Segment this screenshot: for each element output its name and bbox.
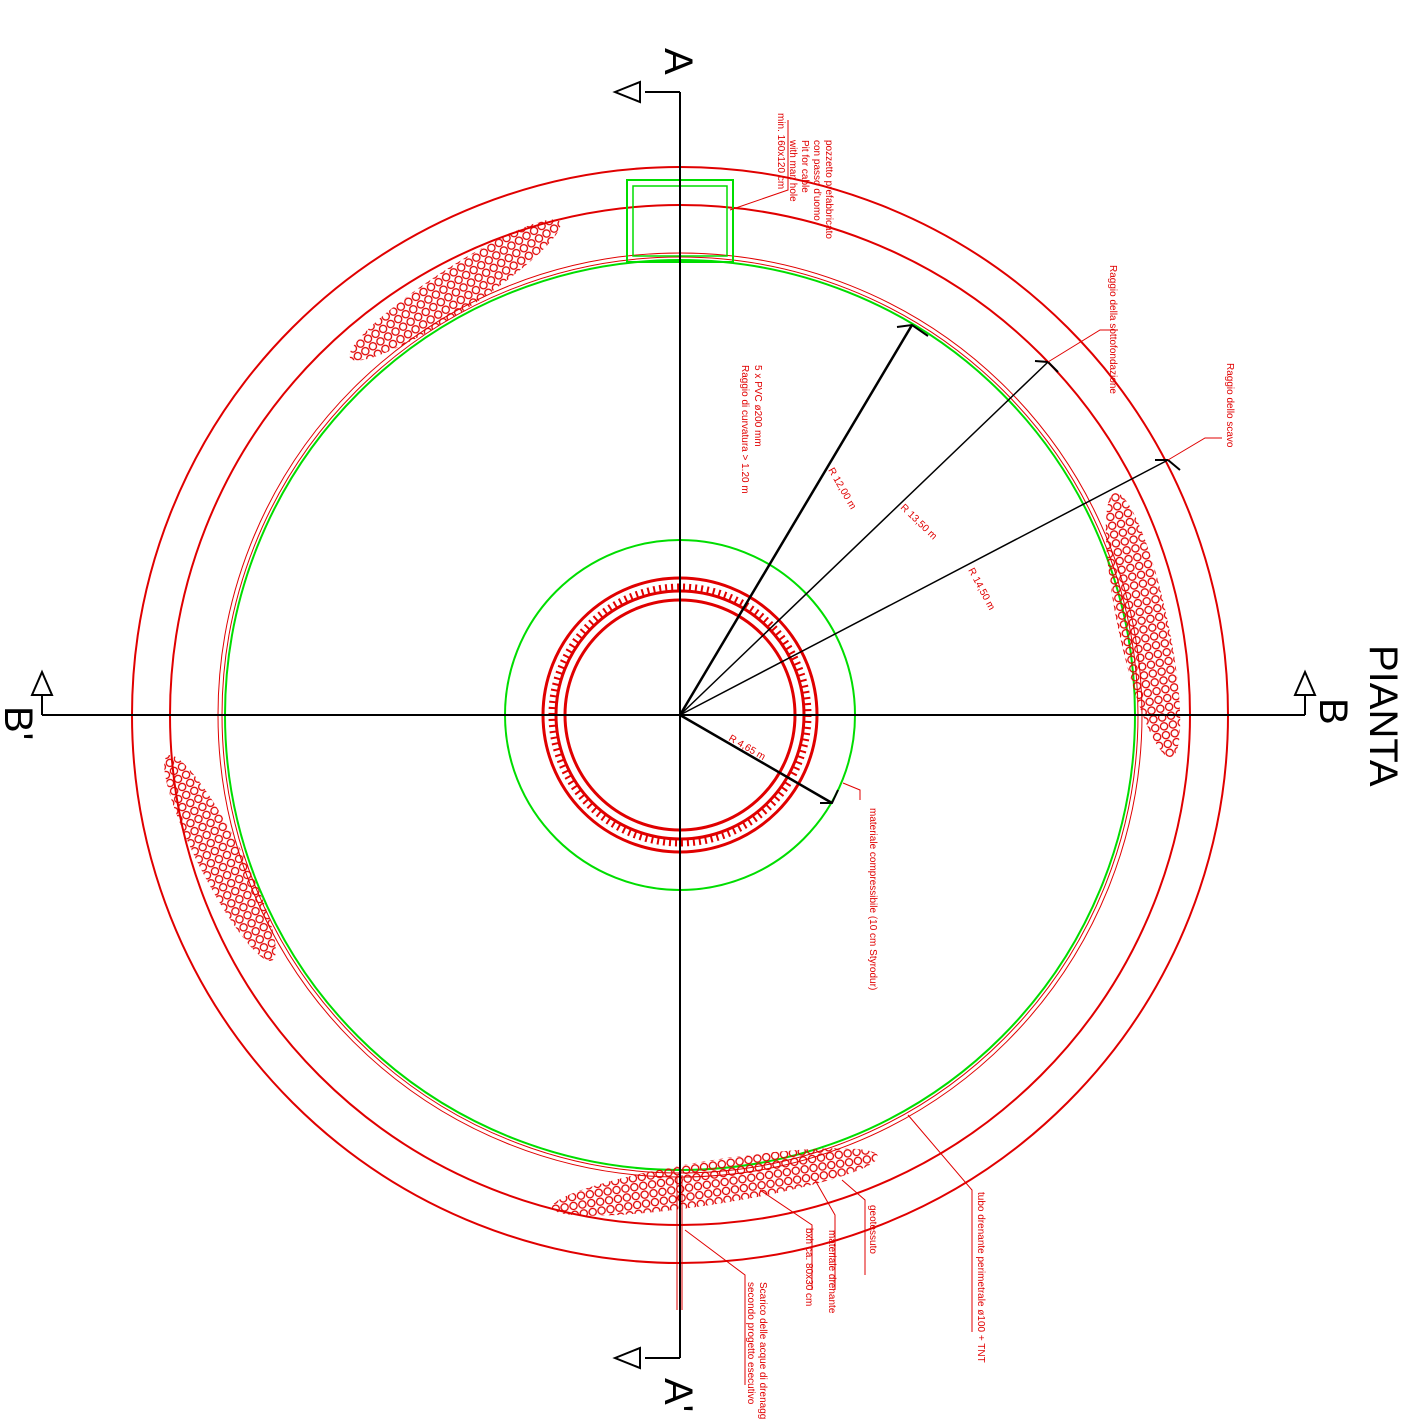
note-pit-5: min. 160x120 cm [775, 113, 786, 189]
leader-pit [729, 120, 789, 211]
drain-patch-top-left [349, 219, 561, 361]
leader-geotessuto [841, 1179, 866, 1275]
tick-1200 [896, 323, 929, 337]
section-label-b-prime: B' [0, 706, 40, 740]
section-a-arrow-top [612, 80, 641, 104]
leader-scarico [684, 1229, 746, 1385]
note-bxh: bxh ca. 80x30 cm [803, 1228, 814, 1306]
leader-scavo [1167, 437, 1222, 461]
section-b-arrow-right [1293, 669, 1317, 696]
leader-sottofondazione [1047, 329, 1118, 363]
section-label-a-prime: A' [656, 1378, 700, 1412]
radius-line-1450 [679, 459, 1169, 716]
radius-line-465 [679, 713, 833, 805]
note-raggio-scavo: Raggio dello scavo [1224, 363, 1235, 448]
note-pit-2: con passo d'uomo [811, 140, 822, 221]
page-title: PIANTA [1361, 645, 1405, 787]
note-pit-1: pozzetto prefabbricato [823, 140, 834, 239]
note-geotessuto: geotessuto [867, 1205, 878, 1254]
leader-compressibile [842, 782, 861, 800]
tick-465 [820, 789, 839, 804]
section-a-arrow-bottom [612, 1346, 641, 1370]
note-pvc-2: Raggio di curvatura > 1.20 m [739, 365, 750, 494]
leader-tubo [907, 1114, 973, 1332]
leader-bxh [759, 1189, 813, 1290]
radius-line-1200 [678, 324, 914, 716]
note-raggio-sottofondazione: Raggio della sottofondazione [1107, 265, 1118, 394]
dim-r-465: R 4,65 m [727, 733, 768, 763]
section-b-arrow-left [30, 669, 54, 696]
section-label-b: B [1311, 698, 1355, 725]
drain-patch-right [1105, 492, 1181, 758]
note-pit-4: with man hole [787, 139, 798, 202]
dim-r-1450: R 14,50 m [965, 566, 996, 612]
leader-materiale-drenante [814, 1179, 836, 1290]
note-materiale-drenante: materiale drenante [826, 1230, 837, 1314]
drain-patch-left [164, 755, 276, 961]
note-tubo-drenante: tubo drenante perimetrale ø100 + TNT [975, 1192, 986, 1363]
note-pit-3: Pit for cable [799, 140, 810, 193]
radius-line-1350 [679, 361, 1049, 716]
note-pvc-1: 5 x PVC ø200 mm [752, 365, 763, 447]
dim-r-1200: R 12,00 m [825, 466, 858, 511]
drain-patch-bottom [551, 1148, 879, 1216]
note-scarico-1: Scarico delle acque di drenaggio [757, 1282, 768, 1419]
note-compressibile: materiale compressibile (10 cm Styrodur) [867, 808, 878, 990]
dim-r-1350: R 13,50 m [898, 502, 939, 542]
note-scarico-2: secondo progetto esecutivo [745, 1282, 756, 1405]
section-label-a: A [656, 48, 700, 75]
